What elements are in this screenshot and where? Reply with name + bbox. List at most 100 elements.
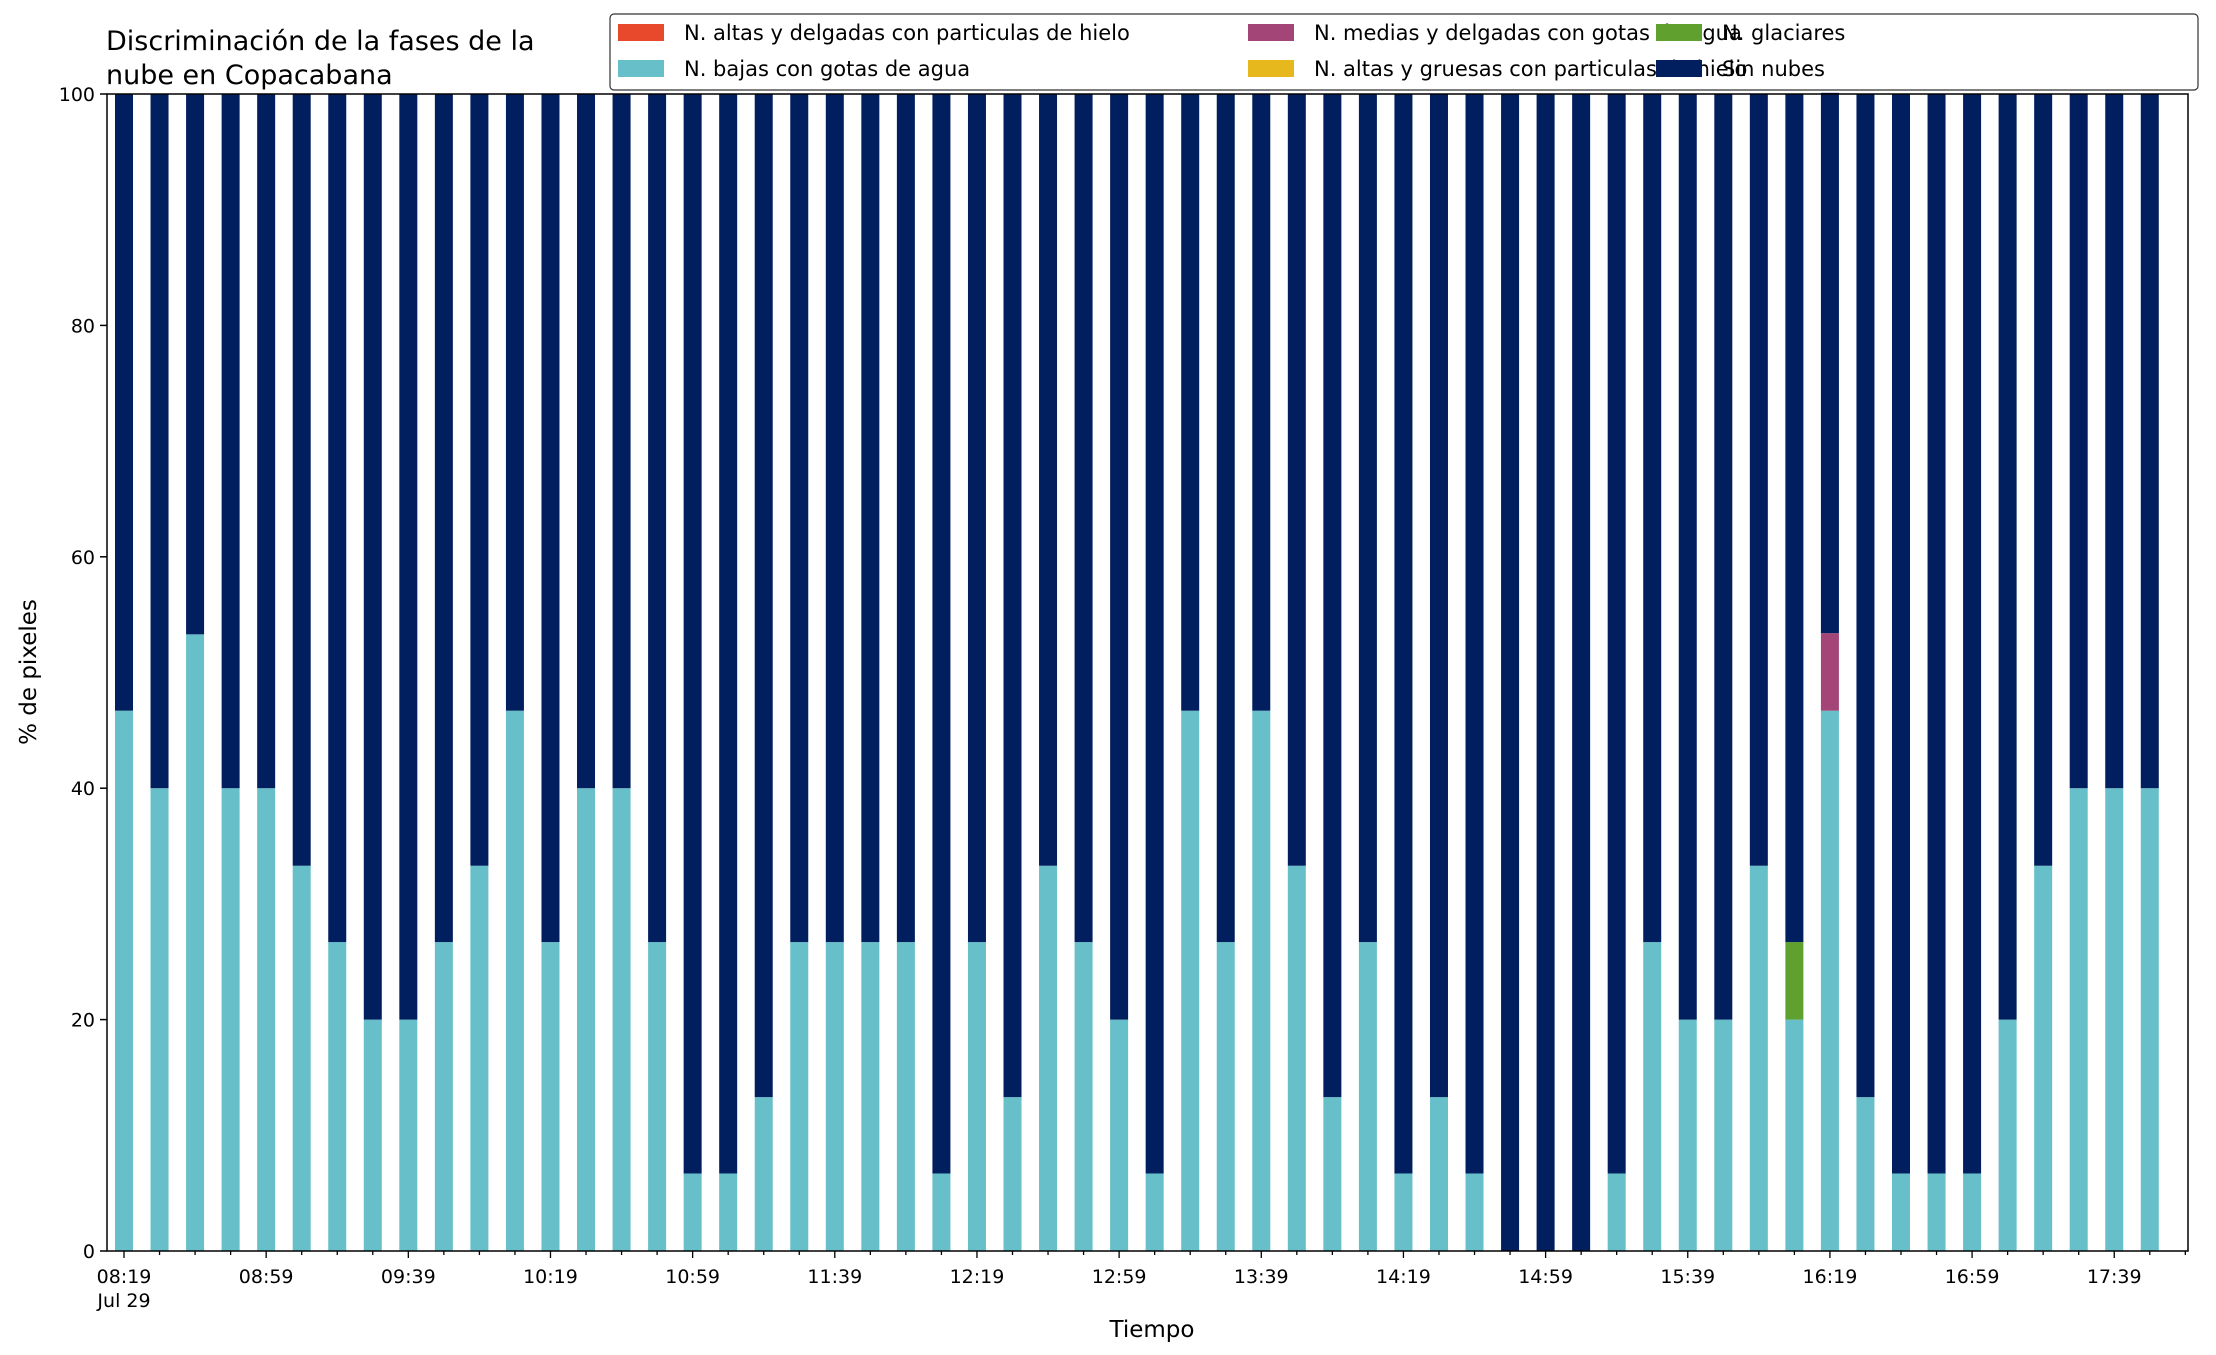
bar-segment	[1287, 94, 1306, 866]
bar-segment	[1927, 1173, 1946, 1251]
bar-segment	[1465, 94, 1484, 1174]
bar-segment	[1252, 710, 1271, 1251]
bar-segment	[1003, 1097, 1022, 1251]
bar-segment	[1252, 94, 1271, 711]
legend-swatch	[618, 24, 664, 41]
bar-segment	[1323, 94, 1342, 1098]
bar-segment	[683, 94, 702, 1174]
bar-segment	[470, 94, 489, 866]
bar-segment	[1856, 94, 1875, 1098]
bar-segment	[2140, 788, 2159, 1251]
bar-segment	[1394, 94, 1413, 1174]
bar-segment	[1110, 94, 1129, 1020]
bar-segment	[1785, 942, 1804, 1020]
bar-segment	[683, 1173, 702, 1251]
bar-segment	[1820, 92, 1839, 634]
bar-segment	[1820, 710, 1839, 1251]
legend: N. altas y delgadas con particulas de hi…	[609, 13, 2199, 91]
bar-segment	[1607, 1173, 1626, 1251]
bar-segment	[861, 942, 880, 1251]
bar-segment	[612, 94, 631, 789]
bar-segment	[896, 94, 915, 943]
bar-segment	[1749, 94, 1768, 866]
bar-segment	[2034, 94, 2053, 866]
bar-segment	[1003, 94, 1022, 1098]
y-tick-label: 0	[83, 1241, 95, 1263]
bar-segment	[1358, 942, 1377, 1251]
bar-segment	[1856, 1097, 1875, 1251]
bar-segment	[2105, 94, 2124, 789]
legend-swatch	[1248, 24, 1294, 41]
bar-segment	[328, 942, 347, 1251]
bar-segment	[1785, 1019, 1804, 1251]
bar-segment	[967, 94, 986, 943]
bar-segment	[648, 94, 667, 943]
bar-segment	[1643, 94, 1662, 943]
bar-segment	[1145, 1173, 1164, 1251]
bar-segment	[363, 94, 382, 1020]
bar-segment	[1429, 1097, 1448, 1251]
bar-segment	[790, 94, 809, 943]
bar-segment	[292, 865, 311, 1251]
bar-segment	[1216, 94, 1235, 943]
bar-segment	[1963, 94, 1982, 1174]
legend-swatch	[1656, 24, 1702, 41]
bar-segment	[1145, 94, 1164, 1174]
bar-segment	[790, 942, 809, 1251]
bar-segment	[257, 788, 276, 1251]
bar-segment	[470, 865, 489, 1251]
bar-segment	[115, 94, 133, 711]
bar-segment	[1892, 94, 1910, 1174]
bar-segment	[1074, 94, 1093, 943]
bar-segment	[754, 1097, 773, 1251]
bar-segment	[399, 94, 418, 1020]
x-tick-label: 11:39	[807, 1266, 862, 1288]
bar-segment	[719, 1173, 738, 1251]
bar-segment	[2069, 94, 2088, 789]
bar-segment	[150, 94, 169, 789]
y-tick-label: 40	[71, 778, 95, 800]
bars-group	[115, 92, 2159, 1251]
y-tick-label: 20	[71, 1010, 95, 1032]
x-tick-label: 16:59	[1945, 1266, 2000, 1288]
bar-segment	[1963, 1173, 1982, 1251]
bar-segment	[541, 94, 560, 943]
bar-segment	[1607, 94, 1626, 1174]
x-tick-label: 15:39	[1660, 1266, 1715, 1288]
bar-segment	[1039, 865, 1058, 1251]
x-tick-label: 08:19	[97, 1266, 152, 1288]
y-axis: 0 20 40 60 80 100	[59, 84, 107, 1263]
bar-segment	[541, 942, 560, 1251]
bar-segment	[257, 94, 276, 789]
bar-segment	[1714, 1019, 1733, 1251]
bar-segment	[612, 788, 631, 1251]
bar-segment	[577, 94, 596, 789]
bar-segment	[1714, 94, 1733, 1020]
bar-segment	[861, 94, 880, 943]
bar-segment	[399, 1019, 418, 1251]
bar-segment	[1678, 1019, 1697, 1251]
bar-segment	[2069, 788, 2088, 1251]
bar-segment	[1749, 865, 1768, 1251]
legend-label: N. bajas con gotas de agua	[684, 57, 970, 81]
plot-frame	[106, 93, 2189, 1252]
x-tick-sublabel: Jul 29	[96, 1290, 150, 1312]
bar-segment	[825, 94, 844, 943]
chart-title-line-1: Discriminación de la fases de la	[106, 26, 535, 57]
legend-swatch	[1656, 60, 1702, 77]
y-tick-label: 80	[71, 315, 95, 337]
legend-label: N. glaciares	[1722, 21, 1845, 45]
bar-segment	[292, 94, 311, 866]
x-tick-label: 13:39	[1234, 1266, 1289, 1288]
bar-segment	[505, 94, 524, 711]
y-axis-label: % de pixeles	[16, 599, 42, 745]
bar-segment	[1572, 94, 1591, 1251]
bar-segment	[1998, 1019, 2017, 1251]
bar-segment	[1536, 94, 1555, 1251]
x-tick-label: 10:19	[523, 1266, 578, 1288]
chart-title-line-2: nube en Copacabana	[106, 60, 393, 91]
bar-segment	[1892, 1173, 1910, 1251]
bar-segment	[221, 94, 240, 789]
